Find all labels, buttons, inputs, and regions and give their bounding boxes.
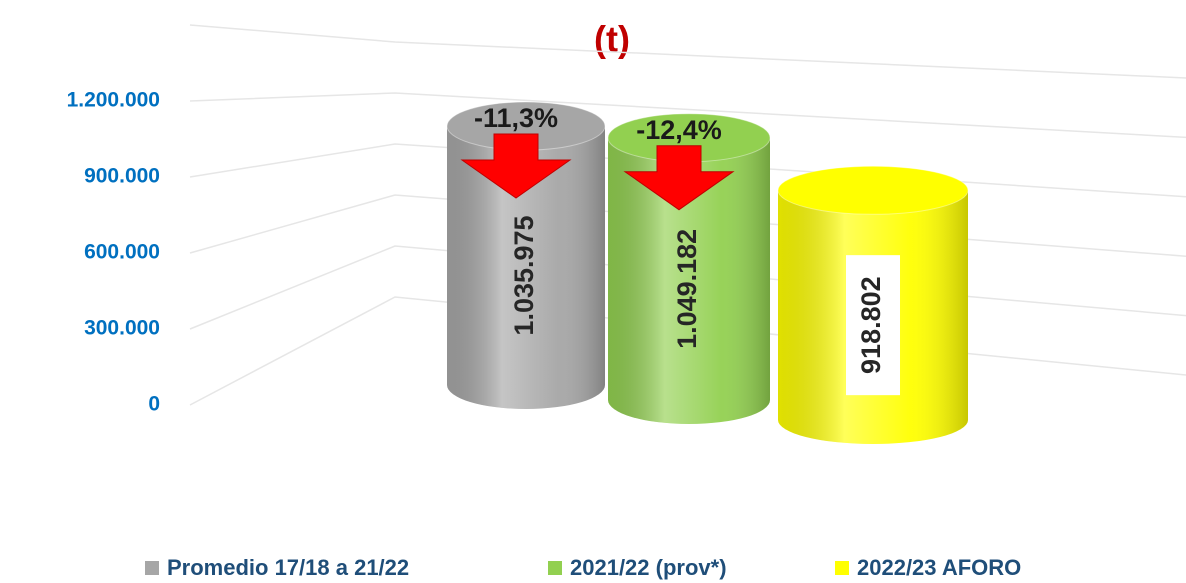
value-label: 1.049.182 [672,229,702,349]
value-label: 1.035.975 [509,215,539,335]
value-label: 918.802 [856,276,886,374]
annotation: -12,4% [636,115,722,145]
y-tick-label: 1.200.000 [67,89,160,112]
legend-swatch [145,561,159,575]
chart-title: (t) [594,19,630,60]
legend-label: 2022/23 AFORO [857,555,1021,580]
grid-line [189,24,1186,79]
annotation: -11,3% [474,103,558,133]
cylinder-top [777,165,969,215]
legend-swatch [835,561,849,575]
y-tick-label: 0 [148,393,160,416]
value-label-box [846,255,900,396]
legend-label: 2021/22 (prov*) [570,555,727,580]
legend-swatch [548,561,562,575]
y-tick-label: 600.000 [84,241,160,264]
down-arrow [623,145,735,211]
legend-label: Promedio 17/18 a 21/22 [167,555,409,580]
y-tick-label: 900.000 [84,165,160,188]
grid-line [189,92,1186,139]
y-tick-label: 300.000 [84,317,160,340]
down-arrow [460,133,572,199]
